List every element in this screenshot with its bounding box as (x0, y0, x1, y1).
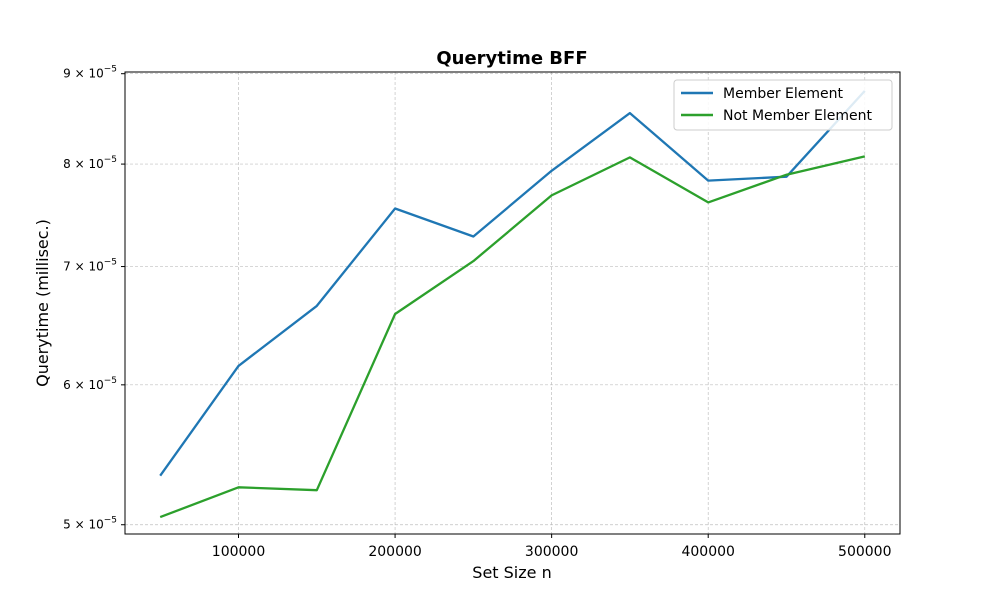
y-tick-exponent: −5 (104, 376, 117, 386)
series-layer (159, 90, 866, 519)
y-tick-label: 7 × 10−5 (63, 258, 117, 274)
legend-label-not-member-element: Not Member Element (723, 108, 872, 124)
y-tick-label: 6 × 10−5 (63, 376, 117, 392)
y-axis-label: Querytime (millisec.) (33, 219, 52, 387)
grid-layer (125, 72, 900, 534)
y-tick-mantissa: 6 × 10 (63, 378, 104, 392)
y-tick-mantissa: 9 × 10 (63, 67, 104, 81)
y-tick-exponent: −5 (104, 155, 117, 165)
y-tick-exponent: −5 (104, 258, 117, 268)
series-line-not-member-element (159, 155, 866, 519)
y-tick-label: 8 × 10−5 (63, 155, 117, 171)
x-tick-label: 100000 (212, 544, 265, 560)
legend-label-member-element: Member Element (723, 86, 844, 102)
x-tick-label: 500000 (838, 544, 891, 560)
y-tick-label: 5 × 10−5 (63, 516, 117, 532)
legend: Member Element Not Member Element (673, 79, 893, 131)
legend-box (673, 79, 893, 131)
y-tick-exponent: −5 (104, 516, 117, 526)
x-axis-label: Set Size n (472, 563, 551, 582)
x-tick-label: 400000 (681, 544, 734, 560)
y-tick-mantissa: 8 × 10 (63, 157, 104, 171)
chart-title: Querytime BFF (436, 48, 587, 69)
y-tick-exponent: −5 (104, 65, 117, 75)
y-axis-ticks: 5 × 10−56 × 10−57 × 10−58 × 10−59 × 10−5 (63, 65, 125, 532)
plot-frame (124, 71, 901, 535)
x-tick-label: 200000 (368, 544, 421, 560)
series-line-member-element (159, 90, 866, 477)
y-tick-mantissa: 7 × 10 (63, 260, 104, 274)
x-tick-label: 300000 (525, 544, 578, 560)
x-axis-ticks: 100000 200000 300000 400000 500000 (212, 534, 891, 560)
y-tick-mantissa: 5 × 10 (63, 518, 104, 532)
y-tick-label: 9 × 10−5 (63, 65, 117, 81)
